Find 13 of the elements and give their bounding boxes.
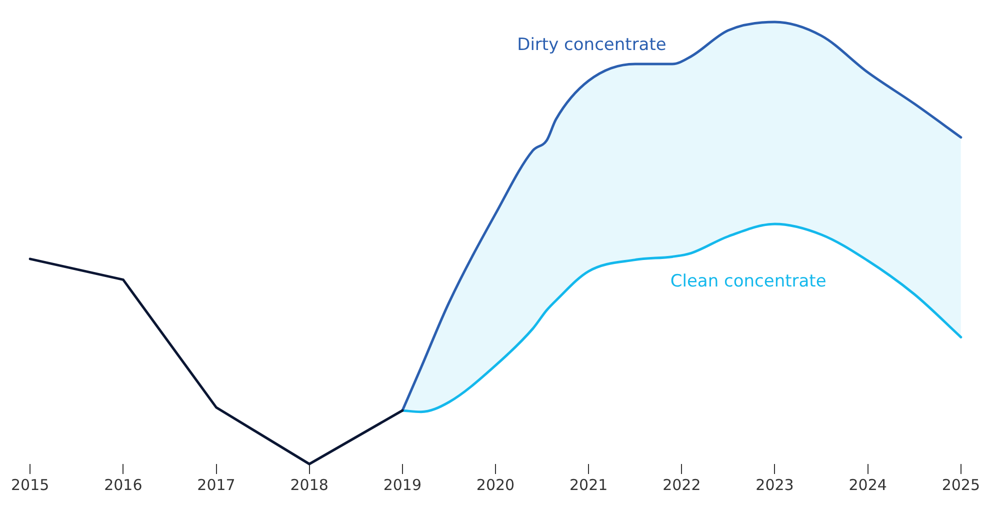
x-tick-label: 2023: [756, 476, 794, 494]
series-label: Clean concentrate: [670, 272, 826, 292]
x-tick-label: 2022: [662, 476, 701, 494]
x-tick-label: 2018: [290, 476, 328, 494]
x-tick-label: 2016: [104, 476, 142, 494]
x-tick-label: 2024: [848, 476, 887, 494]
x-tick-label: 2015: [10, 476, 50, 494]
x-tick-label: 2017: [197, 476, 236, 494]
x-tick-label: 2025: [942, 476, 980, 494]
x-tick-label: 2021: [569, 476, 608, 494]
x-tick-label: 2019: [383, 476, 422, 494]
series-label: Dirty concentrate: [517, 34, 666, 55]
x-tick-label: 2020: [476, 476, 515, 494]
